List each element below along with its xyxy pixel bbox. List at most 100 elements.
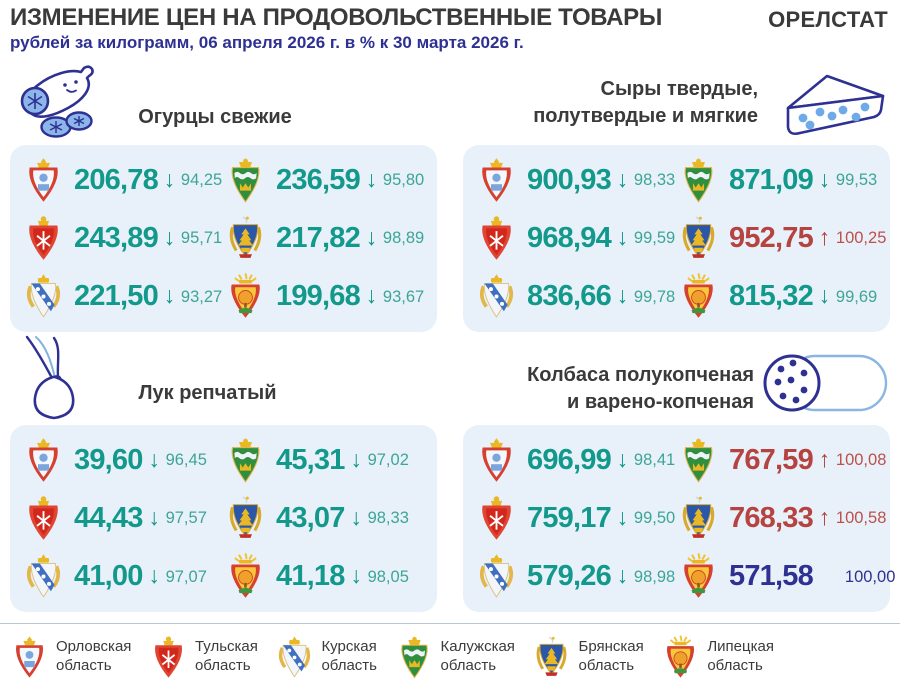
tula-crest-icon <box>25 495 62 542</box>
down-arrow-icon: ↓ <box>350 503 362 530</box>
bryansk-crest-icon <box>227 215 264 262</box>
down-arrow-icon: ↓ <box>616 562 629 589</box>
price-group: 199,68 ↓ 93,67 <box>276 282 424 311</box>
down-arrow-icon: ↓ <box>148 445 160 472</box>
percent-value: 93,67 <box>382 287 425 306</box>
legend-label-line: область <box>578 657 635 674</box>
price-value: 836,66 <box>527 280 612 313</box>
percent-value: 95,71 <box>180 229 223 248</box>
price-cell-onions-oryol: 39,60 ↓ 96,45 <box>25 431 227 489</box>
percent-value: 99,53 <box>835 170 878 189</box>
price-group: 571,58 100,00 <box>729 562 895 591</box>
percent-value: 99,69 <box>835 287 878 306</box>
kaluga-crest-icon <box>227 157 264 204</box>
percent-value: 97,57 <box>165 509 207 528</box>
price-value: 236,59 <box>276 163 361 196</box>
price-value: 44,43 <box>74 501 143 534</box>
price-value: 759,17 <box>527 501 612 534</box>
down-arrow-icon: ↓ <box>148 562 160 589</box>
legend-label-line: область <box>321 657 377 674</box>
price-group: 871,09 ↓ 99,53 <box>729 165 878 195</box>
price-cell-sausage-tula: 759,17 ↓ 99,50 <box>478 489 680 547</box>
price-cell-sausage-lipetsk: 571,58 100,00 <box>680 548 895 606</box>
price-group: 39,60 ↓ 96,45 <box>74 445 207 475</box>
down-arrow-icon: ↓ <box>616 282 629 309</box>
price-value: 968,94 <box>527 221 612 254</box>
legend-label: Курская область <box>321 638 377 676</box>
down-arrow-icon: ↓ <box>163 282 176 309</box>
page-subtitle: рублей за килограмм, 06 апреля 2026 г. в… <box>10 33 524 52</box>
price-value: 199,68 <box>276 280 361 313</box>
price-cell-onions-kaluga: 45,31 ↓ 97,02 <box>227 431 429 489</box>
percent-value: 93,27 <box>180 287 223 306</box>
down-arrow-icon: ↓ <box>365 223 378 250</box>
legend-label-line: Курская <box>321 638 377 656</box>
price-group: 221,50 ↓ 93,27 <box>74 282 222 311</box>
legend-label-line: Орловская <box>56 638 132 656</box>
price-group: 579,26 ↓ 98,98 <box>527 562 675 591</box>
kaluga-crest-icon <box>680 437 717 484</box>
price-cell-cucumbers-kaluga: 236,59 ↓ 95,80 <box>227 151 429 209</box>
legend-label-line: Тульская <box>194 638 258 656</box>
kursk-crest-icon <box>25 553 62 600</box>
percent-value: 96,45 <box>165 450 207 469</box>
price-value: 696,99 <box>527 443 612 476</box>
price-value: 243,89 <box>74 221 159 254</box>
price-value: 43,07 <box>276 501 345 534</box>
kursk-crest-icon <box>277 635 312 680</box>
price-cell-cheese-kursk: 836,66 ↓ 99,78 <box>478 268 680 326</box>
price-cell-cucumbers-kursk: 221,50 ↓ 93,27 <box>25 268 227 326</box>
price-group: 236,59 ↓ 95,80 <box>276 163 424 196</box>
price-group: 768,33 ↑ 100,58 <box>729 503 886 533</box>
legend-label: Тульская область <box>195 638 258 676</box>
price-cell-sausage-kursk: 579,26 ↓ 98,98 <box>478 548 680 606</box>
price-value: 217,82 <box>276 221 361 254</box>
price-cell-cucumbers-oryol: 206,78 ↓ 94,25 <box>25 151 227 209</box>
section-onions-panel: 39,60 ↓ 96,45 45,31 ↓ 97,02 44,43 ↓ 97,57 43,07 ↓ 9… <box>10 425 437 612</box>
percent-value: 97,02 <box>367 450 409 469</box>
section-title-line: Сыры твердые, <box>600 78 759 100</box>
kursk-crest-icon <box>478 553 515 600</box>
kaluga-crest-icon <box>680 157 717 204</box>
section-title-sausage: Колбаса полукопченая и варено-копченая <box>527 362 754 416</box>
lipetsk-crest-icon <box>227 553 264 600</box>
down-arrow-icon: ↓ <box>163 165 176 192</box>
price-value: 41,18 <box>276 560 345 593</box>
price-cell-onions-bryansk: 43,07 ↓ 98,33 <box>227 489 429 547</box>
down-arrow-icon: ↓ <box>616 165 629 192</box>
price-cell-cucumbers-tula: 243,89 ↓ 95,71 <box>25 209 227 267</box>
percent-value: 98,33 <box>633 170 676 189</box>
percent-value: 98,98 <box>633 567 676 586</box>
down-arrow-icon: ↓ <box>350 445 362 472</box>
legend-label: Орловская область <box>56 638 131 676</box>
price-group: 41,00 ↓ 97,07 <box>74 562 207 591</box>
price-cell-cheese-bryansk: 952,75 ↑ 100,25 <box>680 209 886 267</box>
down-arrow-icon: ↓ <box>616 223 629 250</box>
price-value: 41,00 <box>74 560 143 593</box>
section-title-cucumbers: Огурцы свежие <box>100 104 330 131</box>
oryol-crest-icon <box>12 635 47 680</box>
onion-icon <box>25 335 75 420</box>
legend-label: Брянская область <box>578 638 643 676</box>
price-group: 41,18 ↓ 98,05 <box>276 562 409 591</box>
legend-label-line: область <box>440 657 497 674</box>
price-cell-sausage-bryansk: 768,33 ↑ 100,58 <box>680 489 895 547</box>
percent-value: 99,78 <box>633 287 676 306</box>
section-cucumbers-panel: 206,78 ↓ 94,25 236,59 ↓ 95,80 243,89 ↓ 95,71 217,… <box>10 145 437 332</box>
kaluga-crest-icon <box>227 437 264 484</box>
price-group: 968,94 ↓ 99,59 <box>527 221 675 254</box>
percent-value: 97,07 <box>165 567 207 586</box>
cucumber-icon <box>20 65 94 138</box>
down-arrow-icon: ↓ <box>148 503 160 530</box>
lipetsk-crest-icon <box>227 273 264 320</box>
down-arrow-icon: ↓ <box>818 282 831 309</box>
price-cell-onions-kursk: 41,00 ↓ 97,07 <box>25 548 227 606</box>
price-value: 579,26 <box>527 560 612 593</box>
price-cell-cucumbers-bryansk: 217,82 ↓ 98,89 <box>227 209 429 267</box>
price-group: 206,78 ↓ 94,25 <box>74 165 222 195</box>
oryol-crest-icon <box>25 437 62 484</box>
price-cell-cucumbers-lipetsk: 199,68 ↓ 93,67 <box>227 268 429 326</box>
price-group: 815,32 ↓ 99,69 <box>729 282 877 311</box>
price-value: 767,59 <box>729 443 814 476</box>
oryol-crest-icon <box>25 157 62 204</box>
